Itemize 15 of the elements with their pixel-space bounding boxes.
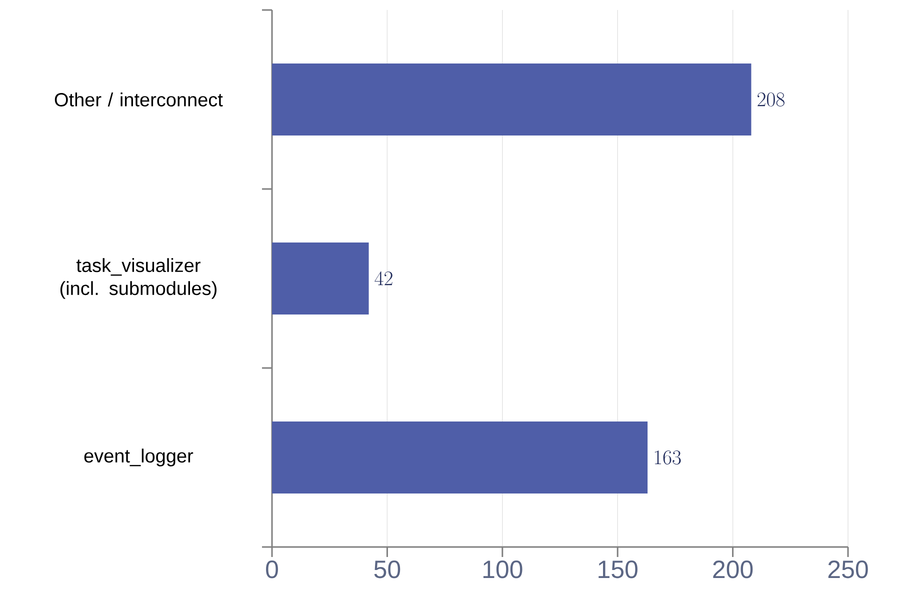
y-tick-label: task_visualizer (incl. submodules) xyxy=(60,258,216,299)
bar xyxy=(272,242,369,314)
bar xyxy=(272,63,752,136)
data-label: 42 xyxy=(374,271,392,286)
x-tick-label: 150 xyxy=(598,560,638,578)
data-label: 163 xyxy=(654,450,681,464)
y-tick-label: Other / interconnect xyxy=(54,92,223,106)
x-tick-label: 50 xyxy=(374,560,400,578)
data-label: 208 xyxy=(758,92,784,106)
x-tick-label: 200 xyxy=(713,560,753,578)
x-tick-label: 100 xyxy=(483,560,522,578)
y-tick-label: event_logger xyxy=(84,448,194,466)
x-tick-label: 0 xyxy=(266,560,278,578)
x-tick-label: 250 xyxy=(828,560,868,578)
bar xyxy=(272,422,648,494)
